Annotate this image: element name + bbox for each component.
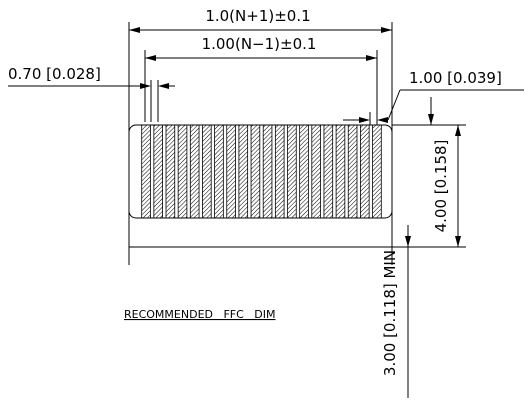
arrow-min-length bbox=[405, 236, 411, 247]
label-pitch-span: 1.00(N−1)±0.1 bbox=[202, 35, 317, 53]
arrow-left-overall bbox=[129, 27, 140, 33]
label-pitch: 1.00 [0.039] bbox=[409, 69, 502, 87]
arrow-pitch-left bbox=[359, 117, 370, 123]
arrow-right-overall bbox=[381, 27, 392, 33]
conductor-8 bbox=[226, 124, 236, 219]
conductor-4 bbox=[177, 124, 188, 219]
conductor-17 bbox=[335, 124, 346, 219]
note-recommended-ffc-dim: RECOMMENDED FFC DIM bbox=[124, 308, 276, 321]
arrow-height-bottom bbox=[455, 236, 461, 247]
conductor-9 bbox=[238, 124, 249, 219]
conductor-12 bbox=[274, 124, 285, 219]
conductor-20 bbox=[372, 124, 382, 219]
label-min-length: 3.00 [0.118] MIN bbox=[381, 250, 399, 376]
conductor-16 bbox=[323, 124, 334, 219]
label-overall-width: 1.0(N+1)±0.1 bbox=[205, 7, 310, 25]
arrow-left-span bbox=[145, 55, 156, 61]
conductor-19 bbox=[359, 124, 370, 219]
conductor-3 bbox=[165, 124, 176, 219]
conductor-7 bbox=[214, 124, 224, 219]
conductor-2 bbox=[153, 124, 164, 219]
conductor-5 bbox=[189, 124, 200, 219]
conductor-10 bbox=[250, 124, 261, 219]
conductor-6 bbox=[202, 124, 212, 219]
arrow-conductor-width-b bbox=[158, 83, 169, 89]
arrow-pitch-right bbox=[377, 117, 388, 123]
arrow-conductor-width bbox=[140, 83, 151, 89]
arrow-height-top bbox=[455, 125, 461, 136]
conductor-1 bbox=[141, 124, 151, 219]
label-height: 4.00 [0.158] bbox=[432, 140, 450, 233]
conductor-11 bbox=[262, 124, 273, 219]
arrow-leader-height-top bbox=[428, 114, 434, 125]
leader-pitch-right bbox=[387, 89, 401, 121]
conductor-15 bbox=[311, 124, 321, 219]
conductor-14 bbox=[299, 124, 309, 219]
label-conductor-width: 0.70 [0.028] bbox=[8, 65, 101, 83]
conductor-group bbox=[141, 124, 382, 219]
arrow-right-span bbox=[366, 55, 377, 61]
conductor-18 bbox=[347, 124, 358, 219]
conductor-13 bbox=[287, 124, 297, 219]
